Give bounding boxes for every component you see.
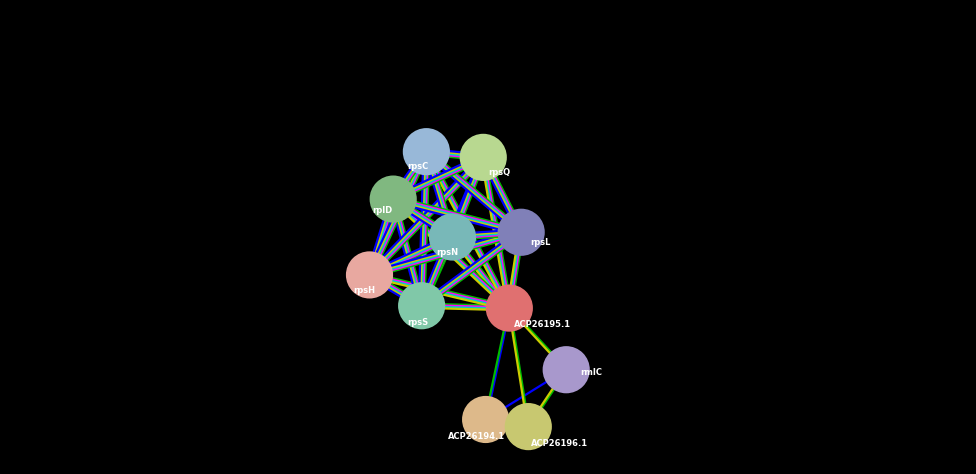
Circle shape <box>461 135 506 180</box>
Text: rpsH: rpsH <box>353 286 375 294</box>
Circle shape <box>506 404 551 449</box>
Circle shape <box>346 252 392 298</box>
Text: ACP26195.1: ACP26195.1 <box>514 320 571 329</box>
Circle shape <box>371 176 416 222</box>
Circle shape <box>429 214 475 260</box>
Text: rpsN: rpsN <box>436 248 458 256</box>
Circle shape <box>499 210 544 255</box>
Circle shape <box>463 397 508 442</box>
Text: rpsL: rpsL <box>531 238 551 247</box>
Circle shape <box>399 283 444 328</box>
Text: rpsQ: rpsQ <box>488 168 510 177</box>
Text: rpsC: rpsC <box>407 163 428 171</box>
Text: ACP26196.1: ACP26196.1 <box>531 439 588 447</box>
Text: rpsS: rpsS <box>407 318 428 327</box>
Circle shape <box>487 285 532 331</box>
Circle shape <box>544 347 589 392</box>
Text: ACP26194.1: ACP26194.1 <box>448 432 505 440</box>
Text: rplD: rplD <box>372 207 392 215</box>
Circle shape <box>404 129 449 174</box>
Text: rmlC: rmlC <box>581 368 602 376</box>
